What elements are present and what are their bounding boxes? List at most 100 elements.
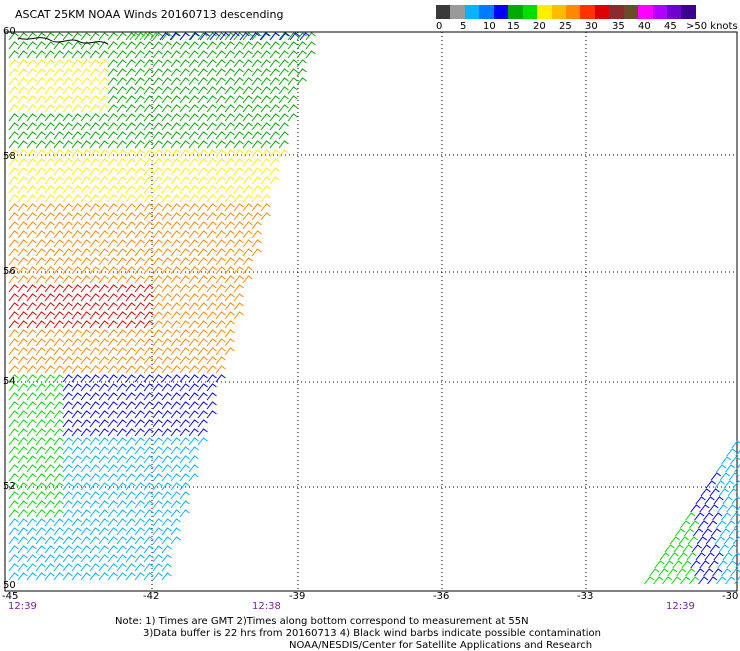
wind-barb bbox=[134, 437, 145, 446]
wind-barb bbox=[143, 50, 154, 59]
wind-barb bbox=[179, 473, 190, 482]
wind-barb bbox=[179, 419, 190, 428]
wind-barb bbox=[26, 275, 37, 284]
wind-barb bbox=[152, 491, 163, 500]
wind-barb bbox=[224, 131, 235, 140]
wind-barb bbox=[206, 86, 217, 95]
wind-barb bbox=[224, 149, 235, 158]
wind-barb bbox=[170, 392, 181, 401]
wind-barb bbox=[80, 536, 91, 545]
wind-barb bbox=[152, 185, 163, 194]
wind-barb bbox=[296, 59, 307, 68]
wind-barb bbox=[26, 437, 37, 446]
wind-barb bbox=[53, 491, 64, 500]
wind-barb bbox=[179, 158, 190, 167]
wind-barb bbox=[116, 275, 127, 284]
wind-barb bbox=[44, 284, 55, 293]
wind-barb bbox=[62, 239, 73, 248]
wind-barb bbox=[107, 554, 118, 563]
wind-barb bbox=[143, 320, 154, 329]
wind-barb bbox=[98, 491, 109, 500]
wind-barb bbox=[8, 464, 19, 473]
wind-barb bbox=[35, 257, 46, 266]
wind-barb bbox=[26, 230, 37, 239]
wind-barb bbox=[98, 32, 109, 41]
wind-barb bbox=[107, 122, 118, 131]
map-title: ASCAT 25KM NOAA Winds 20160713 descendin… bbox=[15, 8, 284, 21]
wind-barb bbox=[161, 473, 172, 482]
wind-barb bbox=[44, 68, 55, 77]
wind-barb bbox=[98, 329, 109, 338]
wind-barb bbox=[161, 509, 172, 518]
wind-barb bbox=[80, 194, 91, 203]
colorbar-swatch bbox=[609, 5, 624, 19]
wind-barb bbox=[8, 347, 19, 356]
wind-barb bbox=[107, 275, 118, 284]
wind-barb bbox=[89, 338, 100, 347]
wind-barb bbox=[62, 374, 73, 383]
wind-barb bbox=[161, 563, 172, 572]
wind-barb bbox=[170, 437, 181, 446]
wind-barb bbox=[152, 401, 163, 410]
wind-barb bbox=[215, 311, 226, 320]
wind-barb bbox=[188, 230, 199, 239]
wind-barb bbox=[98, 284, 109, 293]
wind-barb bbox=[188, 311, 199, 320]
wind-barb bbox=[134, 41, 145, 50]
wind-barb bbox=[707, 520, 718, 529]
wind-barb bbox=[260, 68, 271, 77]
wind-barb bbox=[269, 113, 280, 122]
wind-barb bbox=[242, 113, 253, 122]
wind-barb bbox=[152, 68, 163, 77]
wind-barb bbox=[197, 68, 208, 77]
wind-barb bbox=[161, 500, 172, 509]
wind-barb bbox=[8, 212, 19, 221]
wind-barb bbox=[107, 428, 118, 437]
wind-barb bbox=[161, 437, 172, 446]
wind-barb bbox=[704, 496, 715, 505]
wind-barb bbox=[197, 158, 208, 167]
wind-barb bbox=[242, 239, 253, 248]
wind-barb bbox=[215, 275, 226, 284]
wind-barb bbox=[62, 563, 73, 572]
wind-barb bbox=[161, 284, 172, 293]
wind-barb bbox=[17, 401, 28, 410]
wind-barb bbox=[98, 158, 109, 167]
wind-barb bbox=[17, 176, 28, 185]
wind-barb bbox=[170, 158, 181, 167]
wind-barb bbox=[80, 203, 91, 212]
wind-barb bbox=[698, 576, 709, 585]
wind-barb bbox=[44, 293, 55, 302]
wind-barb bbox=[188, 266, 199, 275]
wind-barb bbox=[152, 230, 163, 239]
wind-barb bbox=[269, 104, 280, 113]
wind-barb bbox=[125, 248, 136, 257]
wind-barb bbox=[35, 446, 46, 455]
wind-barb bbox=[278, 140, 289, 149]
wind-barb bbox=[188, 410, 199, 419]
wind-barb bbox=[107, 446, 118, 455]
wind-barb bbox=[8, 320, 19, 329]
wind-barb bbox=[44, 302, 55, 311]
wind-barb bbox=[125, 347, 136, 356]
wind-barb bbox=[26, 176, 37, 185]
colorbar-swatch bbox=[565, 5, 581, 19]
wind-barb bbox=[161, 230, 172, 239]
wind-barb bbox=[62, 194, 73, 203]
wind-barb bbox=[728, 472, 740, 481]
wind-barb bbox=[215, 41, 226, 50]
wind-barb bbox=[35, 347, 46, 356]
wind-barb bbox=[260, 203, 271, 212]
wind-barb bbox=[26, 293, 37, 302]
wind-barb bbox=[125, 203, 136, 212]
wind-barb bbox=[71, 194, 82, 203]
wind-barb bbox=[143, 527, 154, 536]
wind-barb bbox=[8, 293, 19, 302]
wind-barb bbox=[26, 392, 37, 401]
wind-barb bbox=[278, 50, 289, 59]
wind-barb bbox=[269, 167, 280, 176]
wind-barb bbox=[143, 167, 154, 176]
wind-barb bbox=[17, 41, 28, 50]
wind-barb bbox=[116, 311, 127, 320]
wind-barb bbox=[71, 77, 82, 86]
